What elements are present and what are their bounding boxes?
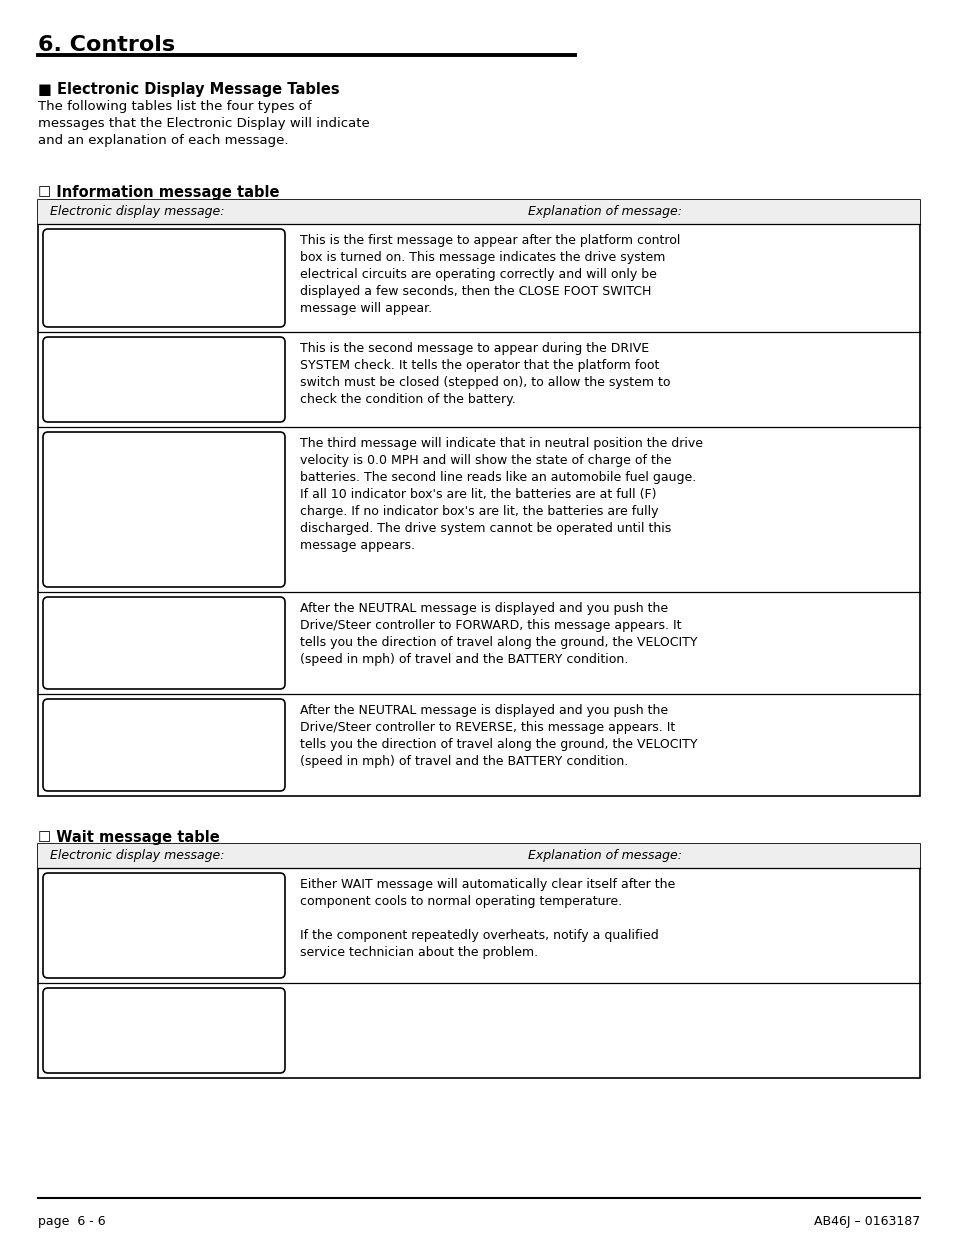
Text: ☐ Wait message table: ☐ Wait message table <box>38 830 219 845</box>
Text: ■ Electronic Display Message Tables: ■ Electronic Display Message Tables <box>38 82 339 98</box>
FancyBboxPatch shape <box>43 228 285 327</box>
Text: This is the first message to appear after the platform control
box is turned on.: This is the first message to appear afte… <box>299 233 679 315</box>
Text: CLOSE FOOT SWITCH
TO TEST BATTERY: CLOSE FOOT SWITCH TO TEST BATTERY <box>56 350 189 382</box>
Text: Explanation of message:: Explanation of message: <box>527 848 681 862</box>
Text: After the NEUTRAL message is displayed and you push the
Drive/Steer controller t: After the NEUTRAL message is displayed a… <box>299 601 697 666</box>
FancyBboxPatch shape <box>43 597 285 689</box>
Text: This is the second message to appear during the DRIVE
SYSTEM check. It tells the: This is the second message to appear dur… <box>299 342 670 406</box>
Text: REVERSE VEL = _._ MPH
BATT E □□□□□□□□□□ F: REVERSE VEL = _._ MPH BATT E □□□□□□□□□□ … <box>56 713 232 743</box>
Bar <box>38 844 919 1078</box>
Text: Electronic display message:: Electronic display message: <box>50 848 224 862</box>
Bar <box>38 844 919 868</box>
Text: The third message will indicate that in neutral position the drive
velocity is 0: The third message will indicate that in … <box>299 437 702 552</box>
Text: Either WAIT message will automatically clear itself after the
component cools to: Either WAIT message will automatically c… <box>299 878 675 960</box>
FancyBboxPatch shape <box>43 988 285 1073</box>
Text: DRIVE SYSTEM CHECK
***SYSTEM OK!***: DRIVE SYSTEM CHECK ***SYSTEM OK!*** <box>56 242 195 273</box>
FancyBboxPatch shape <box>43 873 285 978</box>
Text: The following tables list the four types of
messages that the Electronic Display: The following tables list the four types… <box>38 100 370 147</box>
Text: NEUTRAL VEL = 0.0 MPH
BATT E □□□□□□□□□□ F: NEUTRAL VEL = 0.0 MPH BATT E □□□□□□□□□□ … <box>56 445 232 475</box>
Text: ☐ Information message table: ☐ Information message table <box>38 185 279 200</box>
Text: AB46J – 0163187: AB46J – 0163187 <box>813 1215 919 1228</box>
Text: page  6 - 6: page 6 - 6 <box>38 1215 106 1228</box>
Text: Explanation of message:: Explanation of message: <box>527 205 681 219</box>
Text: After the NEUTRAL message is displayed and you push the
Drive/Steer controller t: After the NEUTRAL message is displayed a… <box>299 704 697 768</box>
Text: FORWARD VEL = _._ MPH
BATT E □□□□□□□□□□ F: FORWARD VEL = _._ MPH BATT E □□□□□□□□□□ … <box>56 610 232 641</box>
Text: WAIT - CNTRL COOLING
MOTOR CNTRL OVERTEMP: WAIT - CNTRL COOLING MOTOR CNTRL OVERTEM… <box>56 885 220 918</box>
Bar <box>38 200 919 224</box>
FancyBboxPatch shape <box>43 699 285 790</box>
Bar <box>38 200 919 797</box>
Text: WAIT - MOTOR COOLING
MOTOR OVERTEMP: WAIT - MOTOR COOLING MOTOR OVERTEMP <box>56 1002 209 1032</box>
Text: 6. Controls: 6. Controls <box>38 35 175 56</box>
FancyBboxPatch shape <box>43 432 285 587</box>
Text: Electronic display message:: Electronic display message: <box>50 205 224 219</box>
FancyBboxPatch shape <box>43 337 285 422</box>
